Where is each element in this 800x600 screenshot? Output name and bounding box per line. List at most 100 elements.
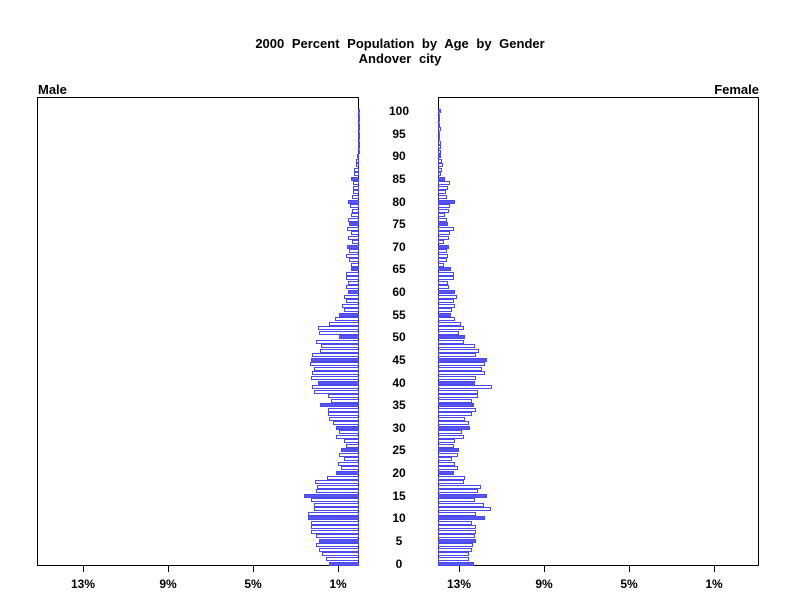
female-bar (438, 340, 464, 344)
female-bar (438, 408, 476, 412)
female-bar (438, 326, 464, 330)
female-bar (438, 444, 454, 448)
female-bar (438, 390, 478, 394)
male-bar (339, 430, 359, 434)
x-tick-label: 5% (244, 577, 262, 591)
female-bar (438, 385, 492, 389)
age-tick-label: 10 (392, 511, 406, 525)
male-bar (348, 281, 359, 285)
female-bar (438, 421, 469, 425)
female-bar (438, 181, 450, 185)
male-bar (358, 127, 360, 131)
age-tick-label: 60 (392, 285, 406, 299)
female-bar (438, 453, 458, 457)
male-bar (358, 114, 360, 118)
female-bar (438, 512, 476, 516)
age-tick-label: 85 (392, 172, 406, 186)
female-bar (438, 218, 447, 222)
male-bar (352, 209, 359, 213)
female-bar (438, 462, 455, 466)
male-bar (351, 231, 359, 235)
x-tick-label: 1% (705, 577, 723, 591)
x-axis-tick (544, 566, 545, 572)
female-bar (438, 498, 475, 502)
male-bar (358, 141, 360, 145)
female-panel-label: Female (714, 82, 759, 97)
x-tick-label: 5% (620, 577, 638, 591)
male-bar (327, 476, 359, 480)
age-tick-label: 100 (388, 104, 410, 118)
female-bar (438, 136, 440, 140)
female-bar (438, 109, 441, 113)
female-bar (438, 371, 485, 375)
male-bar (316, 340, 359, 344)
x-tick-label: 9% (535, 577, 553, 591)
male-bar (350, 204, 359, 208)
chart-subtitle: Andover city (358, 51, 442, 66)
male-bar (329, 562, 359, 566)
female-bar (438, 304, 455, 308)
male-bar (348, 218, 359, 222)
male-bar (336, 426, 359, 430)
female-bar (438, 322, 461, 326)
female-bar (438, 285, 449, 289)
female-bar (438, 448, 459, 452)
x-axis-tick (338, 566, 339, 572)
male-bar (358, 132, 360, 136)
age-tick-label: 75 (392, 217, 406, 231)
female-bar (438, 168, 442, 172)
female-bar (438, 154, 441, 158)
female-bar (438, 249, 447, 253)
female-bar (438, 362, 485, 366)
male-bar (354, 168, 359, 172)
male-bar (351, 177, 359, 181)
male-bar (315, 480, 359, 484)
age-tick-label: 20 (392, 466, 406, 480)
male-bar (346, 285, 359, 289)
male-bar (347, 227, 359, 231)
x-tick-label: 1% (329, 577, 347, 591)
female-bar (438, 227, 454, 231)
male-bar (358, 150, 360, 154)
male-bar (344, 295, 359, 299)
male-bar (314, 503, 359, 507)
male-bar (356, 159, 359, 163)
x-tick-label: 9% (159, 577, 177, 591)
female-bar (438, 295, 457, 299)
male-bar (319, 331, 359, 335)
female-bar (438, 530, 476, 534)
female-bar (438, 426, 470, 430)
male-bar (348, 200, 359, 204)
male-bar (349, 222, 359, 226)
male-bar (339, 335, 359, 339)
male-bar (351, 213, 359, 217)
male-bar (336, 471, 359, 475)
x-axis-tick (629, 566, 630, 572)
female-bar (438, 358, 487, 362)
male-bar (344, 439, 359, 443)
age-tick-label: 70 (392, 240, 406, 254)
female-bar (438, 376, 476, 380)
female-bar (438, 276, 454, 280)
female-bar (438, 258, 447, 262)
female-bar (438, 209, 449, 213)
female-bar (438, 190, 446, 194)
male-bar (311, 358, 359, 362)
female-bar (438, 163, 443, 167)
male-bar (329, 417, 359, 421)
male-bar (322, 552, 359, 556)
male-bar (353, 186, 359, 190)
male-bar (347, 245, 359, 249)
female-bar (438, 552, 469, 556)
male-bar (321, 344, 359, 348)
male-bar (349, 258, 359, 262)
female-bar (438, 231, 450, 235)
male-bar (335, 317, 359, 321)
female-bar (438, 516, 485, 520)
male-bar (316, 489, 359, 493)
male-bar (314, 507, 359, 511)
age-tick-label: 5 (395, 534, 403, 548)
male-bar (319, 539, 359, 543)
male-bar (346, 299, 359, 303)
male-bar (308, 512, 359, 516)
